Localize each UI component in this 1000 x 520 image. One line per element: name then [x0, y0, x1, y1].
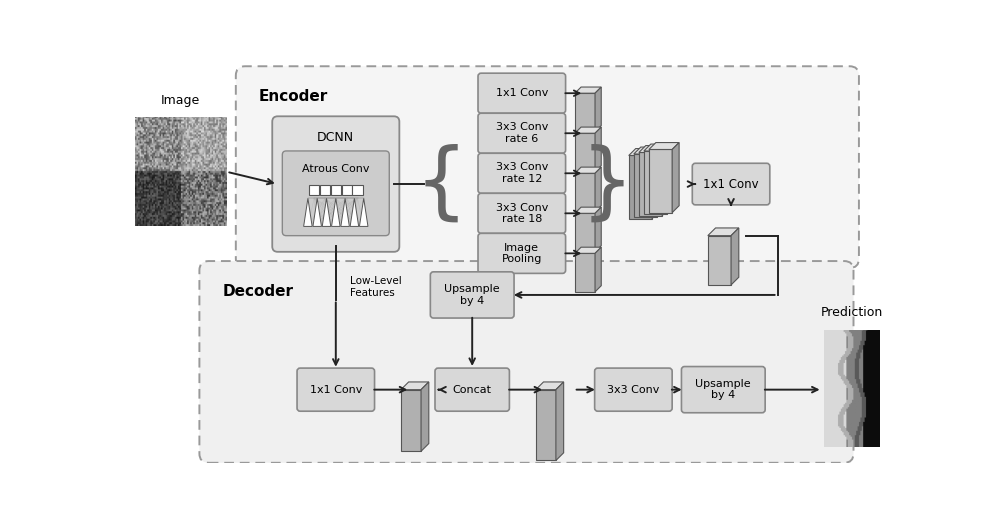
Polygon shape [634, 154, 657, 217]
Bar [320, 185, 330, 195]
Polygon shape [629, 155, 652, 218]
Polygon shape [644, 144, 674, 151]
FancyBboxPatch shape [681, 367, 765, 413]
Text: {: { [415, 144, 468, 225]
Text: 3x3 Conv: 3x3 Conv [607, 385, 660, 395]
Text: 3x3 Conv
rate 18: 3x3 Conv rate 18 [496, 202, 548, 224]
Polygon shape [575, 253, 595, 292]
Polygon shape [575, 133, 595, 172]
Polygon shape [595, 207, 601, 252]
Polygon shape [595, 247, 601, 292]
Polygon shape [341, 198, 349, 226]
Text: Concat: Concat [453, 385, 492, 395]
Polygon shape [304, 198, 312, 226]
Polygon shape [731, 228, 739, 285]
Bar [309, 185, 319, 195]
Polygon shape [575, 127, 601, 133]
FancyBboxPatch shape [478, 193, 566, 233]
Polygon shape [421, 382, 429, 451]
Polygon shape [575, 247, 601, 253]
FancyBboxPatch shape [478, 73, 566, 113]
Polygon shape [350, 198, 359, 226]
Polygon shape [401, 389, 421, 451]
FancyBboxPatch shape [236, 66, 859, 268]
Text: Low-Level
Features: Low-Level Features [350, 277, 402, 298]
Polygon shape [575, 167, 601, 173]
Text: 1x1 Conv: 1x1 Conv [496, 88, 548, 98]
Bar [342, 185, 352, 195]
Bar [352, 185, 363, 195]
FancyBboxPatch shape [199, 261, 854, 463]
Polygon shape [649, 142, 679, 149]
Polygon shape [575, 93, 595, 132]
Polygon shape [595, 87, 601, 132]
Polygon shape [332, 198, 340, 226]
Text: Image: Image [161, 94, 200, 107]
FancyBboxPatch shape [435, 368, 509, 411]
FancyBboxPatch shape [430, 272, 514, 318]
Text: 1x1 Conv: 1x1 Conv [703, 177, 759, 190]
Polygon shape [657, 147, 664, 217]
Polygon shape [536, 389, 556, 461]
Polygon shape [667, 144, 674, 214]
FancyBboxPatch shape [478, 233, 566, 274]
Polygon shape [662, 146, 669, 216]
Text: }: } [581, 144, 634, 225]
Polygon shape [575, 87, 601, 93]
Text: 3x3 Conv
rate 6: 3x3 Conv rate 6 [496, 122, 548, 144]
Text: Atrous Conv: Atrous Conv [302, 164, 370, 174]
Polygon shape [595, 167, 601, 212]
Polygon shape [634, 147, 664, 154]
FancyBboxPatch shape [478, 113, 566, 153]
FancyBboxPatch shape [595, 368, 672, 411]
Polygon shape [708, 228, 739, 236]
FancyBboxPatch shape [272, 116, 399, 252]
Polygon shape [556, 382, 564, 461]
Polygon shape [575, 173, 595, 212]
Polygon shape [708, 236, 731, 285]
FancyBboxPatch shape [478, 153, 566, 193]
Polygon shape [649, 149, 672, 213]
Text: 1x1 Conv: 1x1 Conv [310, 385, 362, 395]
FancyBboxPatch shape [282, 151, 389, 236]
Polygon shape [322, 198, 331, 226]
Polygon shape [672, 142, 679, 213]
Text: Upsample
by 4: Upsample by 4 [695, 379, 751, 400]
Text: Prediction: Prediction [821, 306, 883, 319]
FancyBboxPatch shape [297, 368, 375, 411]
Polygon shape [575, 213, 595, 252]
Bar [331, 185, 341, 195]
Polygon shape [639, 146, 669, 152]
Text: Decoder: Decoder [223, 284, 294, 299]
Polygon shape [595, 127, 601, 172]
Polygon shape [401, 382, 429, 389]
Polygon shape [652, 149, 659, 218]
Text: Upsample
by 4: Upsample by 4 [444, 284, 500, 306]
FancyBboxPatch shape [692, 163, 770, 205]
Text: Encoder: Encoder [259, 89, 328, 105]
Text: DCNN: DCNN [317, 131, 354, 144]
Polygon shape [639, 152, 662, 216]
Polygon shape [644, 151, 667, 214]
Polygon shape [575, 207, 601, 213]
Polygon shape [359, 198, 368, 226]
Text: 3x3 Conv
rate 12: 3x3 Conv rate 12 [496, 162, 548, 184]
Polygon shape [629, 149, 659, 155]
Text: Image
Pooling: Image Pooling [502, 242, 542, 264]
Polygon shape [313, 198, 321, 226]
Polygon shape [536, 382, 564, 389]
